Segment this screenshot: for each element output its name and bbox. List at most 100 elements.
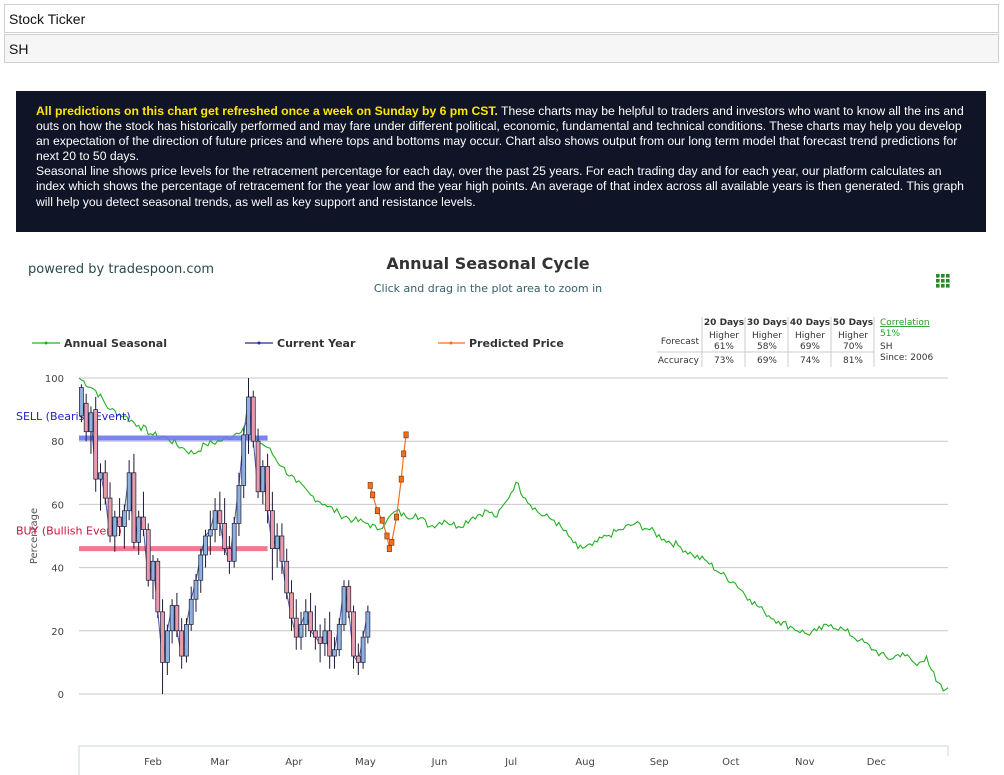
candle-body[interactable] [231,523,237,562]
candle-body[interactable] [293,617,299,638]
candle-body[interactable] [164,630,170,663]
accuracy-40: 74% [800,356,820,366]
candle-body[interactable] [203,535,208,556]
candle-body[interactable] [145,529,151,581]
legend-label-seasonal: Annual Seasonal [64,337,167,350]
seasonal-chart[interactable]: powered by tradespoon.com Annual Seasona… [0,240,1004,775]
candle-body[interactable] [270,510,275,549]
candle-body[interactable] [179,630,185,657]
x-tick-label: Aug [575,757,595,768]
col-header-20: 20 Days [704,318,744,328]
candle-body[interactable] [174,605,180,632]
candle-body[interactable] [274,535,280,549]
candle-body[interactable] [155,560,161,613]
predicted-price-marker[interactable] [403,431,409,439]
stock-ticker-label: Stock Ticker [4,4,999,33]
candle-body[interactable] [193,579,199,600]
predicted-price-marker[interactable] [401,450,407,458]
candle-body[interactable] [222,523,227,549]
accuracy-row-label: Accuracy [658,356,700,366]
candle-body[interactable] [98,472,103,480]
candle-body[interactable] [212,510,218,531]
accuracy-50: 81% [843,356,863,366]
candle-body[interactable] [360,636,366,663]
candle-body[interactable] [284,560,290,594]
candle-body[interactable] [117,516,122,527]
candle-body[interactable] [241,434,247,486]
candle-body[interactable] [169,605,175,632]
correlation-link[interactable]: Correlation [880,318,930,328]
candle-body[interactable] [336,624,342,651]
candle-body[interactable] [265,466,270,512]
stock-ticker-input[interactable]: SH [4,34,999,63]
candle-body[interactable] [112,516,118,537]
candle-body[interactable] [107,497,113,537]
candle-body[interactable] [351,611,356,657]
candle-body[interactable] [250,396,256,442]
candle-body[interactable] [227,548,232,562]
candle-body[interactable] [136,516,142,543]
candle-body[interactable] [327,630,333,657]
predicted-price-marker[interactable] [394,513,400,521]
candle-body[interactable] [83,402,89,433]
predicted-price-marker[interactable] [370,491,376,499]
candle-body[interactable] [365,611,371,638]
predicted-price-marker[interactable] [386,545,392,552]
candle-body[interactable] [141,516,146,531]
x-tick-label: Dec [867,757,886,768]
plot-area[interactable]: 0 20 40 60 80 100 Feb Mar Apr May Jun Jul Aug Sep Oct N… [16,374,949,775]
candle-body[interactable] [160,611,165,663]
candle-body[interactable] [255,440,261,493]
x-tick-label: Jun [431,757,448,768]
candle-body[interactable] [341,586,347,625]
candle-body[interactable] [79,387,84,417]
candle-body[interactable] [322,630,328,644]
candle-body[interactable] [279,535,285,562]
candle-body[interactable] [346,586,352,613]
candle-body[interactable] [88,412,94,433]
predicted-price-marker[interactable] [367,482,373,489]
predicted-price-marker[interactable] [384,532,390,540]
correlation-symbol: SH [880,342,892,352]
candle-body[interactable] [236,485,242,524]
candle-body[interactable] [303,611,309,625]
candle-body[interactable] [260,466,266,493]
legend: Annual Seasonal Current Year Predicted P… [32,337,564,350]
candle-body[interactable] [332,649,337,657]
candle-body[interactable] [317,636,323,644]
powered-by-label[interactable]: powered by tradespoon.com [28,262,214,277]
y-axis-label: Percentage [29,508,40,564]
predicted-price-marker[interactable] [379,516,385,524]
forecast-table: 20 Days 30 Days 40 Days 50 Days Forecast… [657,317,933,367]
candle-body[interactable] [308,611,313,632]
candle-body[interactable] [312,630,318,638]
candle-body[interactable] [102,472,108,499]
predicted-price-marker[interactable] [389,539,395,546]
x-tick-label: Nov [795,757,815,768]
candle-body[interactable] [126,472,132,512]
candle-body[interactable] [150,560,156,581]
candle-body[interactable] [93,409,99,480]
candle-body[interactable] [355,655,361,663]
grid-menu-icon[interactable] [936,274,950,288]
correlation-value: 51% [880,329,900,339]
candle-body[interactable] [122,510,127,527]
col-header-40: 40 Days [790,318,830,328]
forecast-dir-40: Higher [795,331,825,341]
candle-body[interactable] [246,396,251,436]
candle-body[interactable] [184,624,189,657]
candle-body[interactable] [298,624,304,638]
forecast-dir-20: Higher [709,331,739,341]
predicted-price-marker[interactable] [374,507,380,515]
legend-item-seasonal[interactable]: Annual Seasonal [32,337,167,350]
candle-body[interactable] [289,592,294,619]
candle-body[interactable] [207,529,213,537]
candle-body[interactable] [198,554,204,581]
candle-body[interactable] [188,598,194,625]
legend-item-predicted[interactable]: Predicted Price [438,337,564,350]
candle-body[interactable] [217,510,223,524]
predicted-price-marker[interactable] [398,475,404,483]
x-tick-label: Mar [210,757,230,768]
legend-item-current[interactable]: Current Year [245,337,356,350]
candle-body[interactable] [131,472,137,543]
